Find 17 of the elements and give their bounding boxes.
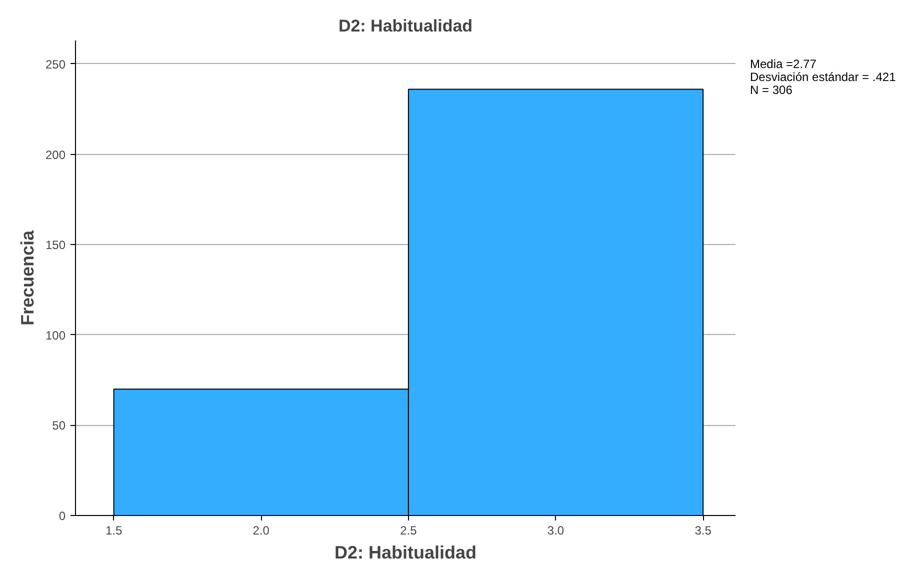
y-tick-label: 50 [52,418,66,433]
y-axis-title: Frecuencia [17,229,38,326]
x-tick-label: 3.5 [694,524,712,538]
text: N = 306 [750,83,792,97]
y-tick-label: 250 [45,57,66,72]
x-tick-label: 2.5 [400,524,418,538]
x-axis-title: D2: Habitualidad [334,542,477,562]
x-tick-label: 1.5 [105,524,122,538]
y-tick-label: 150 [45,238,66,252]
chart-title: D2: Habitualidad [338,16,473,36]
text: Media =2.77 [750,57,816,71]
y-tick-label: 100 [45,328,66,342]
x-tick-label: 3.0 [547,524,564,538]
y-tick-label: 0 [58,509,66,523]
text: Desviación estándar = .421 [750,70,896,84]
x-tick-label: 2.0 [252,524,270,538]
y-tick-label: 200 [45,148,66,162]
